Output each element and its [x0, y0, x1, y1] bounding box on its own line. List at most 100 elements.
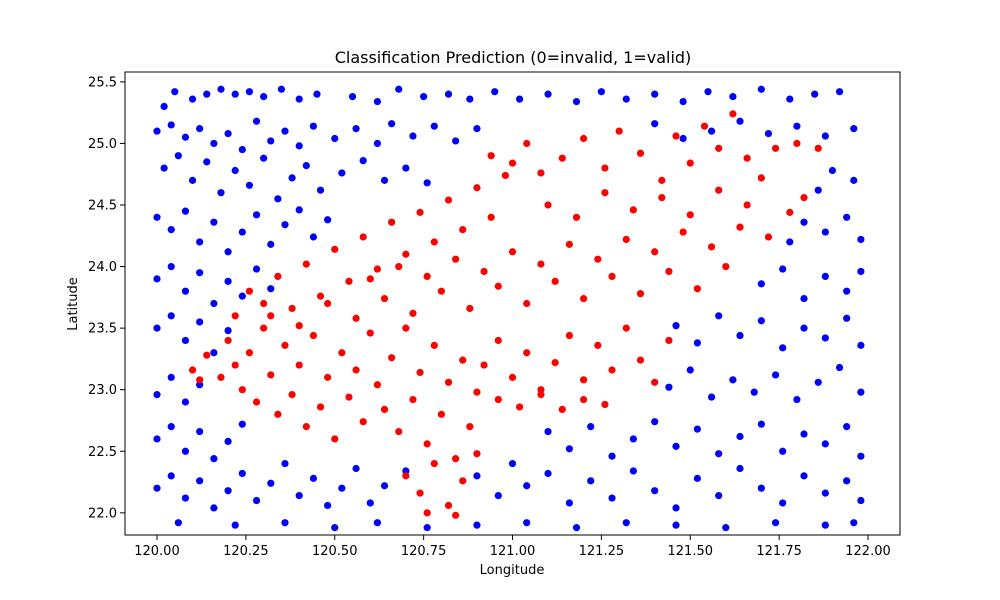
point-class0-131: [196, 381, 204, 389]
point-class1-112: [800, 194, 808, 202]
point-class0-175: [295, 492, 303, 500]
point-class0-102: [224, 277, 232, 285]
point-class1-37: [459, 356, 467, 364]
point-class1-91: [764, 233, 773, 241]
point-class0-145: [196, 427, 204, 436]
point-class1-34: [437, 410, 445, 418]
point-class0-110: [843, 287, 851, 295]
point-class0-135: [729, 376, 737, 384]
point-class0-179: [352, 464, 360, 473]
point-class0-25: [704, 88, 712, 96]
point-class0-40: [281, 127, 289, 135]
point-class0-19: [544, 90, 552, 98]
point-class0-69: [302, 161, 310, 170]
point-class1-81: [480, 267, 488, 276]
point-class0-75: [423, 179, 431, 187]
point-class1-126: [651, 378, 659, 386]
point-class1-60: [267, 312, 275, 320]
point-class0-8: [277, 85, 286, 93]
point-class0-133: [686, 366, 694, 374]
point-class0-26: [729, 93, 737, 101]
point-class0-203: [174, 519, 182, 527]
y-tick-label-1: 22.5: [88, 445, 117, 460]
point-class0-57: [821, 132, 829, 140]
point-class1-132: [580, 395, 588, 404]
point-class1-97: [580, 134, 588, 143]
point-class1-44: [288, 304, 296, 313]
point-class0-128: [153, 391, 161, 399]
point-class0-43: [331, 134, 339, 143]
point-class1-29: [402, 324, 410, 332]
point-class0-194: [693, 474, 701, 482]
point-class1-38: [466, 423, 474, 431]
point-class0-56: [793, 122, 801, 130]
point-class0-95: [843, 213, 851, 221]
point-class0-71: [338, 169, 346, 177]
point-class0-140: [835, 363, 844, 372]
point-class1-17: [316, 403, 325, 411]
point-class0-44: [352, 125, 360, 133]
point-class1-66: [437, 287, 445, 295]
point-class0-136: [750, 388, 758, 396]
point-class0-122: [757, 317, 765, 325]
point-class0-46: [388, 120, 396, 128]
point-class0-50: [473, 125, 481, 133]
point-class0-152: [608, 452, 616, 460]
point-class0-47: [409, 132, 417, 140]
point-class1-98: [601, 164, 609, 172]
y-tick-label-6: 25.0: [88, 137, 117, 152]
point-class1-0: [188, 366, 197, 374]
point-class0-150: [565, 445, 573, 453]
point-class1-89: [707, 243, 716, 251]
point-class0-45: [373, 139, 382, 148]
point-class0-147: [224, 437, 232, 446]
point-class0-161: [800, 430, 808, 438]
point-class0-49: [452, 137, 460, 145]
point-class0-124: [800, 324, 808, 332]
point-class1-144: [601, 189, 609, 197]
point-class1-124: [622, 324, 630, 332]
point-class0-94: [821, 228, 829, 236]
point-class0-83: [210, 218, 218, 226]
point-class1-76: [722, 262, 730, 271]
point-class1-59: [501, 171, 509, 180]
point-class0-77: [828, 166, 837, 175]
point-class0-137: [771, 371, 780, 379]
point-class0-6: [245, 88, 254, 96]
point-class0-113: [167, 312, 175, 320]
point-class1-104: [700, 122, 709, 130]
point-class1-6: [238, 386, 246, 394]
point-class0-82: [196, 238, 204, 246]
point-class0-74: [402, 164, 410, 172]
point-class1-110: [793, 139, 801, 148]
point-class0-87: [267, 240, 275, 248]
y-axis-label: Latitude: [66, 277, 81, 331]
point-class1-131: [558, 405, 566, 413]
point-class0-38: [252, 117, 261, 125]
point-class1-116: [508, 373, 517, 381]
point-class0-142: [153, 435, 161, 443]
point-class0-28: [786, 95, 794, 103]
point-class1-49: [359, 233, 367, 241]
point-class1-95: [537, 169, 545, 177]
point-class1-111: [814, 144, 822, 152]
point-class1-135: [416, 489, 424, 497]
point-class1-90: [736, 223, 744, 231]
point-class0-58: [850, 125, 858, 133]
point-class0-101: [210, 299, 218, 308]
point-class1-94: [523, 139, 531, 148]
point-class0-215: [771, 519, 780, 527]
point-class0-206: [331, 524, 339, 532]
point-class0-70: [316, 186, 325, 194]
point-class1-70: [551, 277, 559, 285]
point-class1-47: [331, 245, 339, 253]
point-class0-15: [444, 90, 453, 98]
point-class1-85: [594, 255, 602, 263]
point-class0-169: [210, 504, 218, 512]
point-class0-196: [736, 464, 744, 473]
point-class0-114: [181, 336, 190, 345]
point-class1-67: [466, 304, 474, 313]
point-class0-158: [736, 432, 744, 441]
point-class0-178: [338, 484, 346, 492]
point-class1-30: [409, 395, 417, 404]
